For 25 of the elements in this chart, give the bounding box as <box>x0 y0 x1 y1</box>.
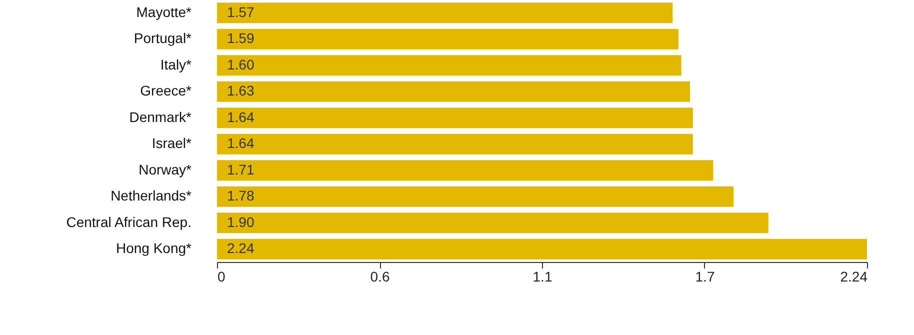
y-tick-label: Greece* <box>140 82 192 99</box>
y-tick-label: Netherlands* <box>110 188 192 204</box>
y-tick-label: Israel* <box>152 135 192 152</box>
x-tick-label: 0.6 <box>370 268 390 284</box>
data-label: 1.64 <box>227 108 254 125</box>
x-tick-label: 2.24 <box>840 268 868 284</box>
data-label: 1.59 <box>227 30 254 46</box>
y-tick-label: Mayotte* <box>136 4 192 20</box>
x-tick-label: 1.7 <box>695 268 715 284</box>
data-label: 1.78 <box>227 188 254 204</box>
x-tick-label: 0 <box>218 268 226 284</box>
y-tick-label: Italy* <box>160 56 192 72</box>
data-label: 1.63 <box>227 82 254 99</box>
x-tick-label: 1.1 <box>532 268 552 284</box>
data-label: 1.57 <box>227 4 254 20</box>
data-label: 1.64 <box>227 135 254 152</box>
data-label: 2.24 <box>227 240 254 256</box>
data-label: 1.71 <box>227 161 254 178</box>
y-tick-label: Hong Kong* <box>116 240 192 256</box>
data-label: 1.60 <box>227 56 254 72</box>
y-tick-label: Portugal* <box>134 30 192 46</box>
y-tick-label: Denmark* <box>129 108 192 125</box>
y-tick-label: Norway* <box>138 161 192 178</box>
y-tick-label: Central African Rep. <box>66 214 192 230</box>
data-label: 1.90 <box>227 214 254 230</box>
